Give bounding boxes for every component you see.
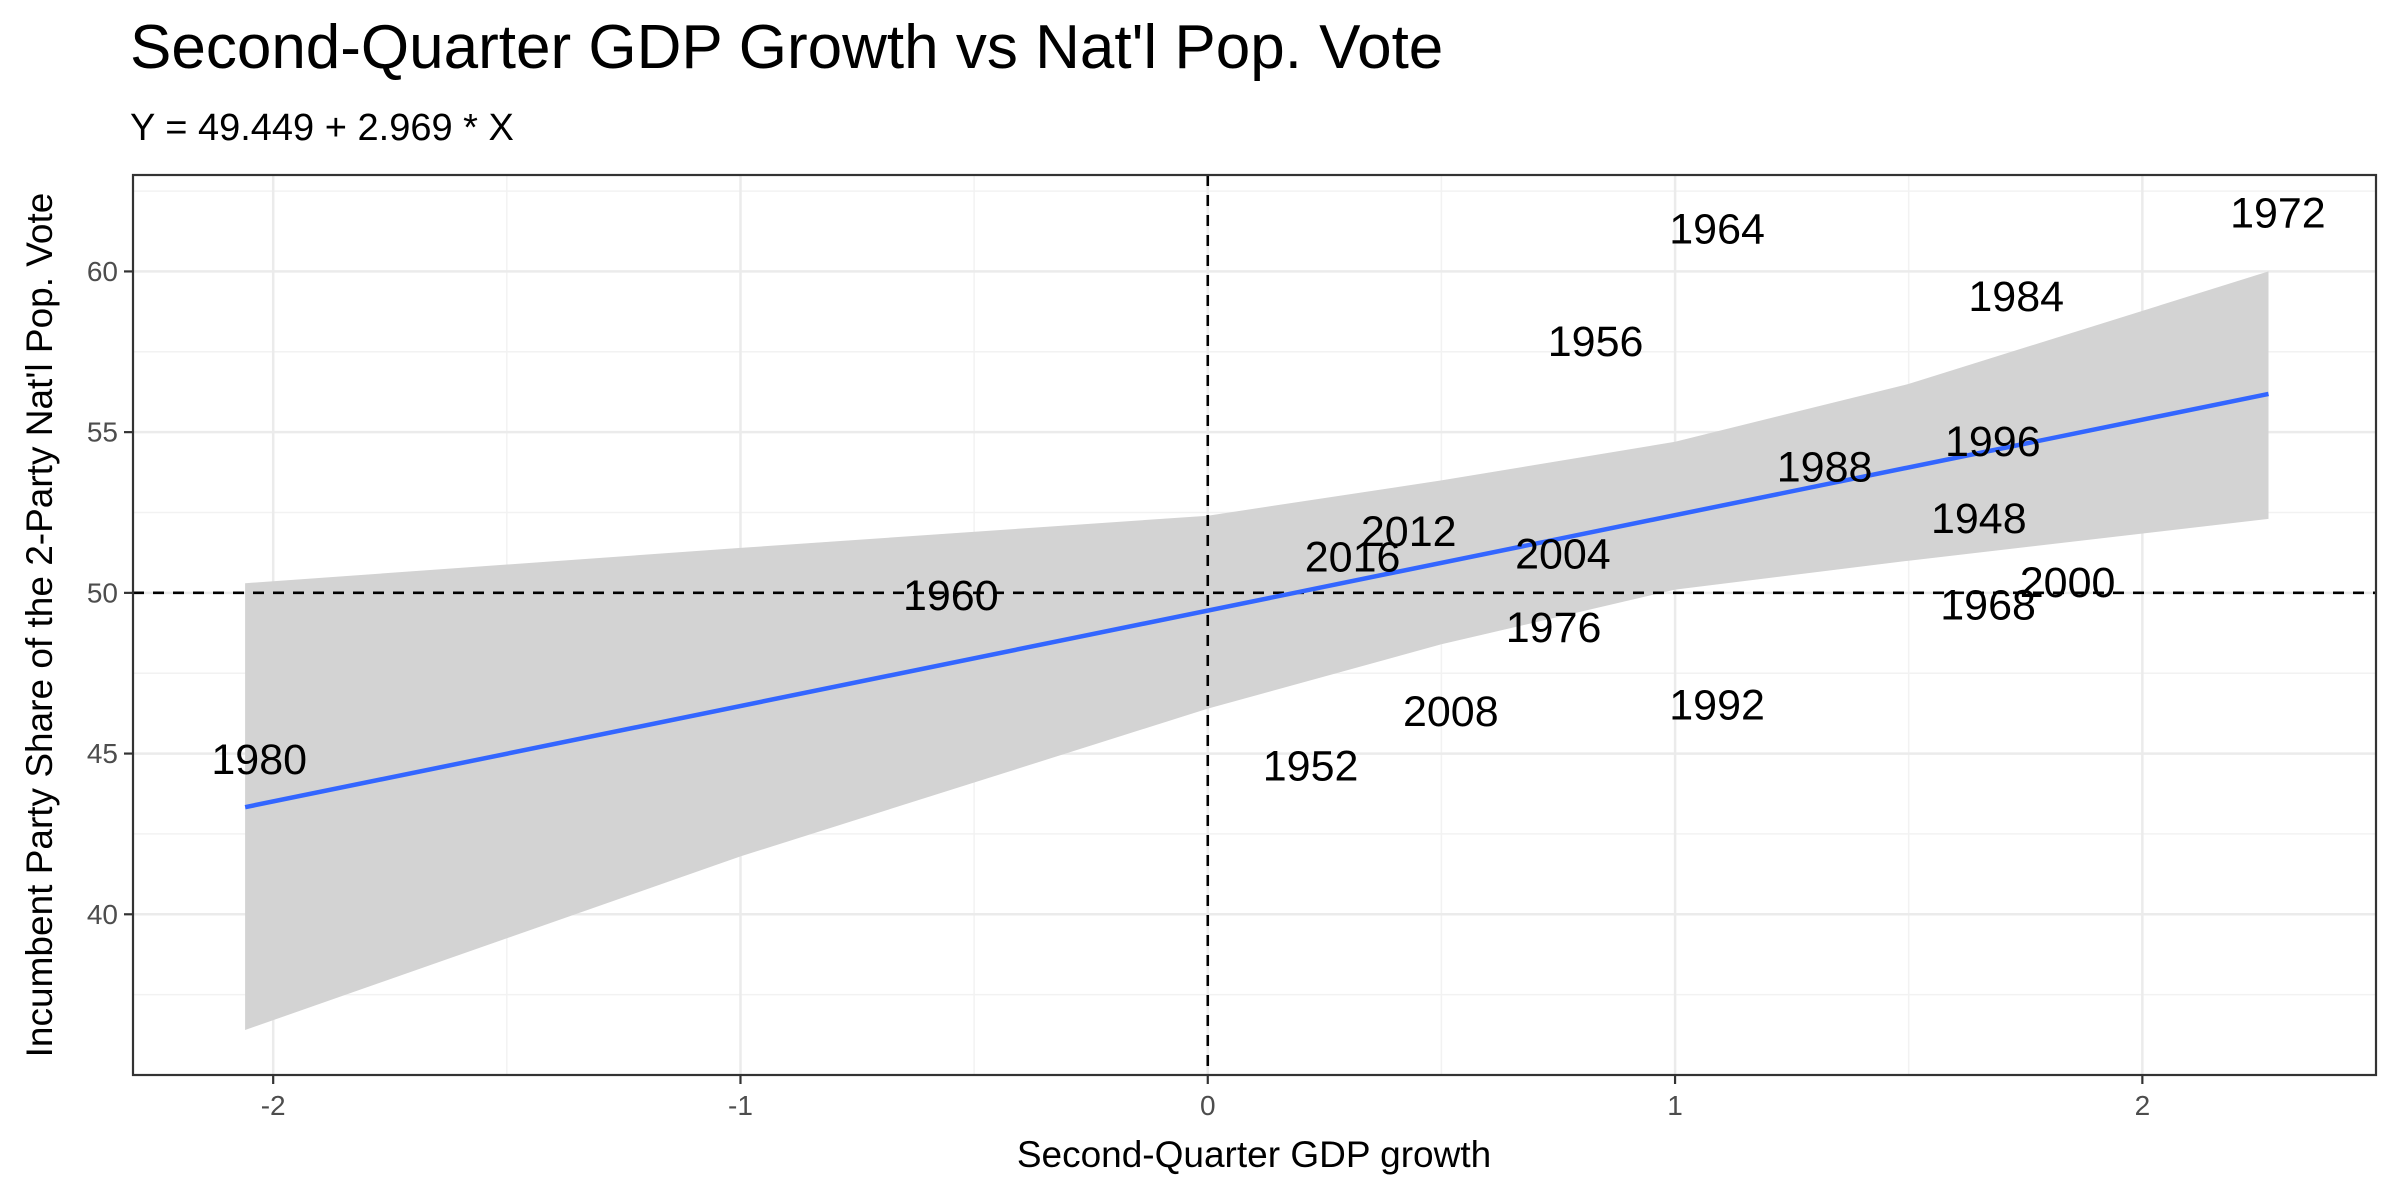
fit-line (244, 391, 2269, 810)
point-label-1948: 1948 (1931, 495, 2027, 543)
point-label-1972: 1972 (2230, 190, 2326, 238)
chart-title: Second-Quarter GDP Growth vs Nat'l Pop. … (130, 13, 1443, 82)
point-label-2016: 2016 (1305, 534, 1401, 582)
point-label-2012: 2012 (1361, 508, 1457, 556)
confidence-band (245, 271, 2269, 1030)
fit-line-group (244, 391, 2269, 810)
plot-border (131, 173, 2378, 1077)
confidence-band-group (245, 271, 2269, 1030)
point-label-2008: 2008 (1403, 688, 1499, 736)
point-label-1992: 1992 (1669, 681, 1765, 729)
y-tick-label: 55 (87, 417, 118, 448)
point-labels: 1948 1952 1956 1960 1964 1968 1972 1976 1980 1984… (211, 190, 2325, 791)
y-tick-label: 40 (87, 899, 118, 930)
point-label-1964: 1964 (1669, 206, 1765, 254)
x-tick-label: -2 (261, 1090, 286, 1121)
point-label-2004: 2004 (1515, 530, 1611, 578)
x-tick-label: 1 (1667, 1090, 1683, 1121)
point-label-1976: 1976 (1506, 604, 1602, 652)
point-label-1960: 1960 (903, 572, 999, 620)
y-axis-ticks: 40 45 50 55 60 (87, 256, 133, 930)
point-label-1984: 1984 (1968, 273, 2064, 321)
chart-subtitle: Y = 49.449 + 2.969 * X (130, 107, 514, 149)
y-axis-title: Incumbent Party Share of the 2-Party Nat… (19, 193, 60, 1058)
point-label-1956: 1956 (1548, 318, 1644, 366)
point-label-2000: 2000 (2020, 559, 2116, 607)
point-label-1968: 1968 (1940, 582, 2036, 630)
x-axis-title: Second-Quarter GDP growth (1017, 1134, 1491, 1175)
reference-lines (133, 175, 2376, 1075)
y-tick-label: 45 (87, 738, 118, 769)
x-tick-label: 2 (2135, 1090, 2151, 1121)
x-tick-label: -1 (728, 1090, 753, 1121)
y-tick-label: 60 (87, 256, 118, 287)
point-label-1952: 1952 (1263, 742, 1359, 790)
point-label-1988: 1988 (1777, 444, 1873, 492)
point-label-1980: 1980 (211, 736, 307, 784)
x-axis-ticks: -2 -1 0 1 2 (261, 1075, 2150, 1121)
x-tick-label: 0 (1200, 1090, 1216, 1121)
y-tick-label: 50 (87, 577, 118, 608)
point-label-1996: 1996 (1945, 418, 2041, 466)
